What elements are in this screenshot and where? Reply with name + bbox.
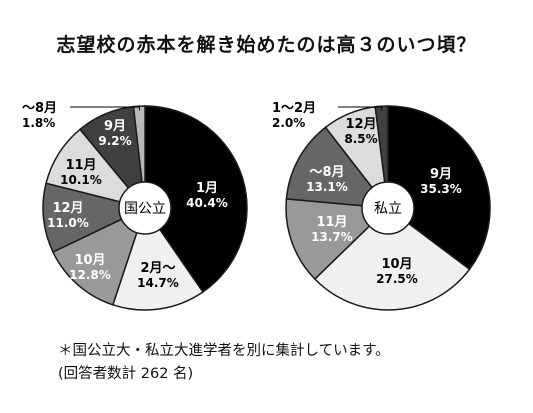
pie-slice (285, 126, 390, 209)
slice-label: 9月 (430, 167, 452, 182)
slice-value-label: 13.7% (311, 230, 353, 244)
chart-title: 志望校の赤本を解き始めたのは高３のいつ頃？ (56, 34, 477, 56)
slice-label: 12月 (345, 117, 376, 132)
slice-value-label: 2.0% (272, 116, 305, 130)
pie-slice (42, 182, 148, 254)
pie-center-label: 私立 (374, 201, 402, 217)
pie-slice (285, 198, 390, 281)
slice-value-label: 27.5% (376, 272, 418, 286)
slice-label: 2月〜 (140, 261, 175, 276)
pie-center-label: 国公立 (124, 201, 166, 217)
footnote-2: (回答者数計 262 名) (58, 366, 194, 382)
slice-label: 〜8月 (309, 165, 344, 180)
pie-center (361, 181, 415, 235)
slice-label: 1〜2月 (272, 101, 316, 116)
slice-label: 1月 (196, 181, 218, 196)
footnote-1: ＊国公立大・私立大進学者を別に集計しています。 (58, 343, 390, 359)
slice-value-label: 9.2% (98, 134, 131, 148)
pie-slice (387, 105, 491, 271)
slice-label: 10月 (381, 257, 412, 272)
slice-value-label: 10.1% (60, 173, 102, 187)
leader-line (70, 106, 140, 111)
slice-value-label: 35.3% (420, 182, 462, 196)
slice-value-label: 40.4% (186, 196, 228, 210)
slice-label: 〜8月 (22, 101, 57, 116)
slice-value-label: 12.8% (69, 268, 111, 282)
slice-value-label: 14.7% (137, 276, 179, 290)
slice-label: 12月 (52, 201, 83, 216)
slice-label: 10月 (74, 253, 105, 268)
slice-value-label: 11.0% (47, 216, 89, 230)
pie-slice (51, 206, 147, 306)
slice-value-label: 8.5% (344, 132, 377, 146)
leader-line (338, 106, 383, 111)
pie-slice (111, 206, 204, 311)
slice-label: 11月 (316, 215, 347, 230)
pie-slice (144, 105, 248, 294)
pie-slice (313, 207, 471, 311)
slice-label: 9月 (104, 119, 126, 134)
pie-center (118, 181, 172, 235)
slice-label: 11月 (65, 158, 96, 173)
slice-value-label: 13.1% (306, 180, 348, 194)
slice-value-label: 1.8% (22, 116, 55, 130)
